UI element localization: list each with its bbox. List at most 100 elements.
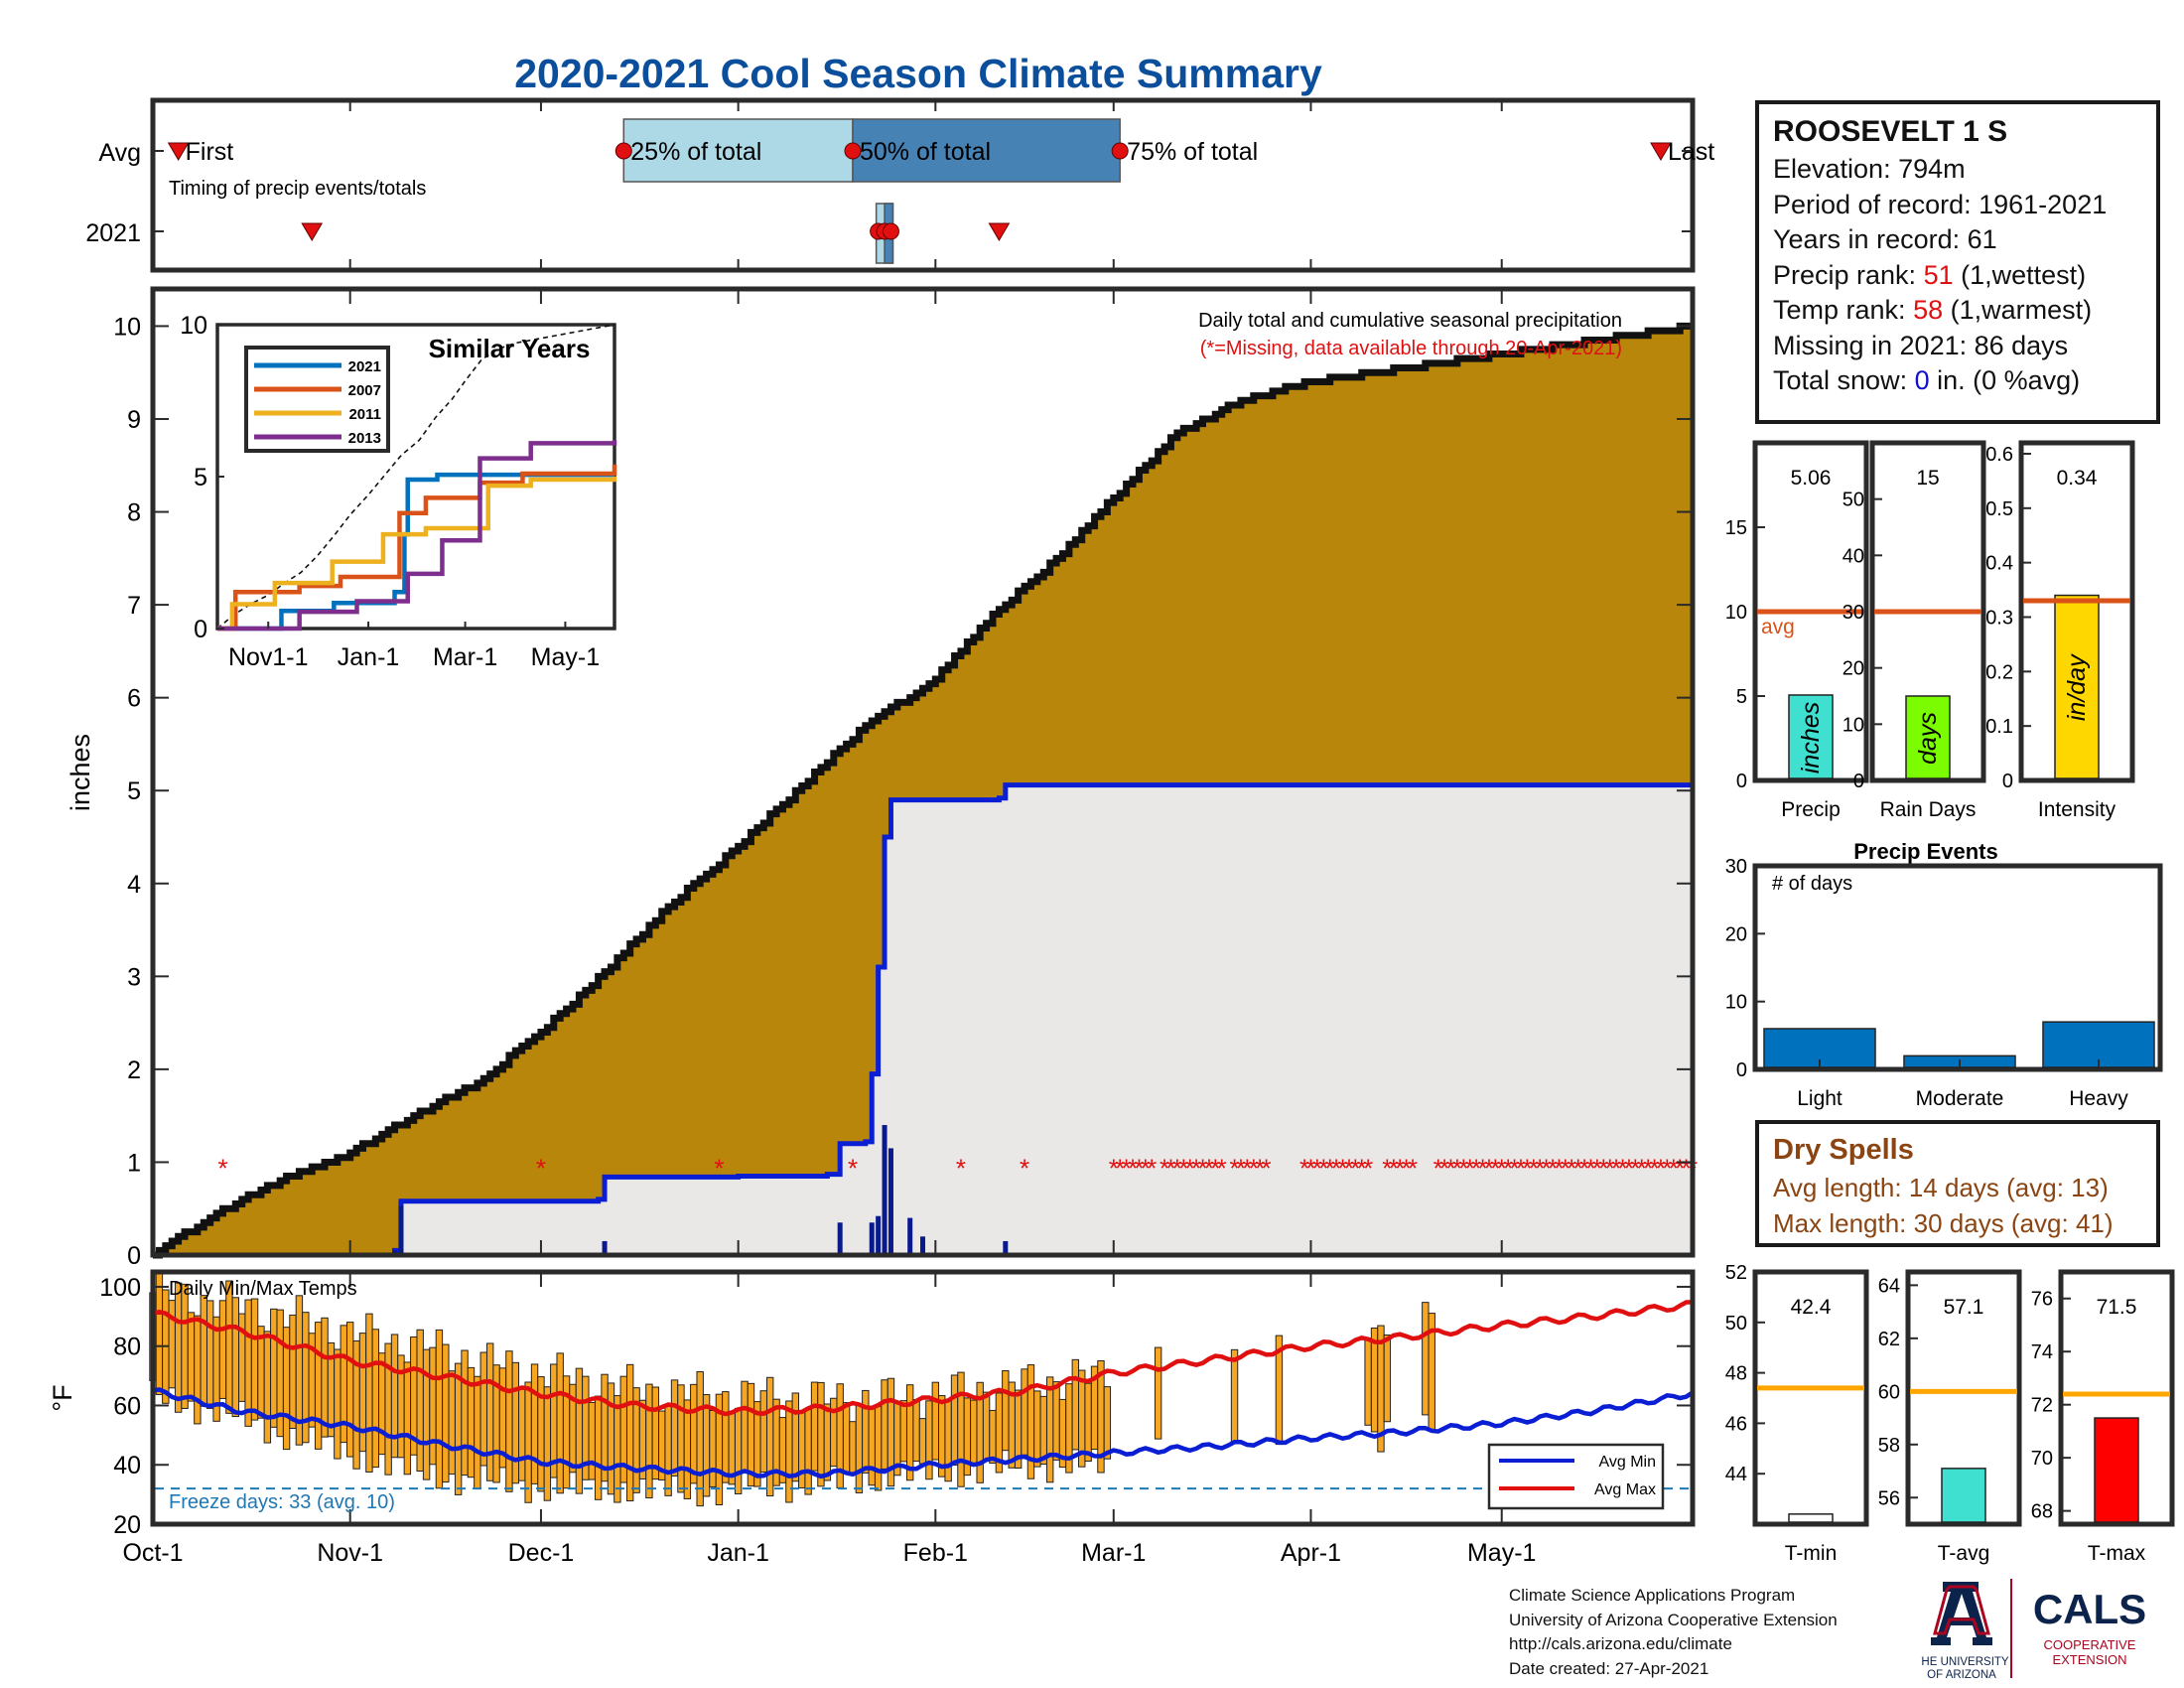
panel-value-label-2: 71.5: [2097, 1296, 2137, 1319]
legend-avg-min-label: Avg Min: [1598, 1454, 1656, 1471]
missing-marker-27: *: [1255, 1153, 1265, 1183]
inset-legend-label-2021: 2021: [348, 358, 381, 375]
daily-precip-bar-9: [920, 1236, 925, 1255]
precip-ytick-label-7: 7: [127, 592, 141, 620]
temp-bar-44: [429, 1346, 437, 1466]
temp-bar-122: [925, 1400, 933, 1480]
inset-xtick-label-1: Jan-1: [338, 643, 400, 671]
bar-in-day: [2054, 594, 2100, 779]
temp-bar-52: [479, 1351, 487, 1467]
timing-row-avg: Avg: [98, 139, 141, 167]
snow-suffix: in. (0 %avg): [1929, 365, 2081, 395]
avg-first-marker: [167, 142, 190, 161]
missing-marker-54: *: [1490, 1153, 1500, 1183]
panel-ytick-label-1-1: 58: [1878, 1435, 1900, 1457]
missing-marker-16: *: [1178, 1153, 1188, 1183]
avg-cumulative-line: [153, 322, 1693, 1259]
missing-marker-48: *: [1452, 1153, 1462, 1183]
events-category-heavy: Heavy: [2069, 1087, 2128, 1110]
missing-marker-72: *: [1605, 1153, 1615, 1183]
temp-legend: [1487, 1443, 1665, 1510]
temp-bar-8: [200, 1295, 207, 1407]
missing-marker-77: *: [1637, 1153, 1647, 1183]
avg-label: avg: [1761, 616, 1795, 638]
xtick-label-1: Nov-1: [317, 1539, 383, 1567]
panel-ytick-label-1-2: 20: [1843, 658, 1864, 680]
missing-marker-45: *: [1433, 1153, 1443, 1183]
missing-marker-78: *: [1643, 1153, 1653, 1183]
panel-frame-t-min: [1752, 1269, 1869, 1527]
temp-bar-43: [422, 1348, 431, 1480]
period-label: Period of record: 1961-2021: [1773, 189, 2108, 219]
avg-q25-marker: [614, 142, 632, 160]
panel-ytick-label-0-3: 50: [1725, 1313, 1747, 1335]
missing-marker-29: *: [1299, 1153, 1309, 1183]
temp-bar-3: [168, 1300, 176, 1389]
timing-row-year: 2021: [85, 219, 141, 247]
precip-timing-panel: Avg 2021 Timing of precip events/totals …: [85, 97, 1714, 273]
bar-days: [1905, 695, 1951, 779]
temp-bar-47: [448, 1370, 456, 1476]
temp-bar-120: [912, 1399, 920, 1463]
snow-value: 0: [1914, 365, 1930, 395]
temp-ytick-label-1: 40: [113, 1452, 141, 1479]
temp-title: Daily Min/Max Temps: [169, 1278, 357, 1300]
daily-precip-bar-4: [869, 1222, 875, 1255]
precip-ytick-label-8: 8: [127, 499, 141, 527]
temp-bar-150: [1103, 1386, 1112, 1460]
credits-url[interactable]: http://cals.arizona.edu/climate: [1509, 1634, 1732, 1653]
inset-legend-label-2013: 2013: [348, 430, 381, 447]
missing-marker-39: *: [1363, 1153, 1373, 1183]
inset-series-line-2021: [217, 472, 614, 632]
temp-ytick-label-0: 20: [113, 1511, 141, 1539]
missing-marker-61: *: [1535, 1153, 1545, 1183]
daily-precip-bar-7: [887, 1148, 893, 1255]
daily-precip-bar-3: [837, 1222, 843, 1255]
panel-ytick-label-0-1: 46: [1725, 1413, 1747, 1435]
year-first-marker: [301, 222, 324, 241]
daily-precip-bar-6: [882, 1125, 887, 1255]
missing-marker-33: *: [1325, 1153, 1335, 1183]
temp-bar-64: [556, 1352, 564, 1494]
missing-marker-65: *: [1561, 1153, 1570, 1183]
missing-marker-75: *: [1624, 1153, 1634, 1183]
temp-rank-suffix: (1,warmest): [1943, 295, 2093, 325]
panel-ytick-label-2-3: 74: [2031, 1341, 2053, 1363]
missing-marker-31: *: [1312, 1153, 1322, 1183]
precip-ytick-label-5: 5: [127, 777, 141, 805]
year-q75-marker: [882, 222, 899, 240]
temp-bar-137: [1021, 1368, 1028, 1456]
events-category-moderate: Moderate: [1916, 1087, 2004, 1110]
temp-bar-60: [530, 1363, 539, 1484]
missing-marker-2: *: [714, 1153, 724, 1183]
inset-legend-label-2007: 2007: [348, 382, 381, 399]
missing-marker-50: *: [1465, 1153, 1475, 1183]
temp-bar-81: [664, 1404, 672, 1496]
temp-bar-85: [690, 1383, 698, 1484]
temp-bar-73: [614, 1395, 621, 1503]
panel-ytick-label-0-2: 48: [1725, 1363, 1747, 1385]
panel-value-label-1: 15: [1916, 467, 1939, 490]
panel-ytick-label-2-5: 0.5: [1985, 498, 2013, 520]
temp-bar-5: [181, 1283, 189, 1409]
missing-marker-63: *: [1548, 1153, 1558, 1183]
panel-value-label-0: 5.06: [1791, 467, 1832, 490]
bar-t-min: [1788, 1513, 1834, 1523]
temp-ylabel: °F: [48, 1384, 77, 1411]
missing-days-label: Missing in 2021: 86 days: [1773, 330, 2069, 360]
avg-q75-label: 75% of total: [1127, 138, 1258, 166]
missing-marker-9: *: [1128, 1153, 1138, 1183]
panel-ytick-label-0-0: 44: [1725, 1464, 1747, 1485]
temp-bar-152: [1230, 1348, 1239, 1445]
events-ytick-label-2: 20: [1725, 923, 1747, 945]
missing-marker-23: *: [1229, 1153, 1239, 1183]
temp-bar-26: [314, 1322, 323, 1450]
missing-marker-24: *: [1236, 1153, 1246, 1183]
temp-bar-27: [321, 1317, 329, 1438]
temp-frame: [150, 1269, 1696, 1527]
temp-bar-9: [205, 1300, 214, 1409]
inset-xtick-label-0: Nov1-1: [228, 643, 309, 671]
missing-marker-83: *: [1675, 1153, 1685, 1183]
missing-marker-38: *: [1357, 1153, 1367, 1183]
